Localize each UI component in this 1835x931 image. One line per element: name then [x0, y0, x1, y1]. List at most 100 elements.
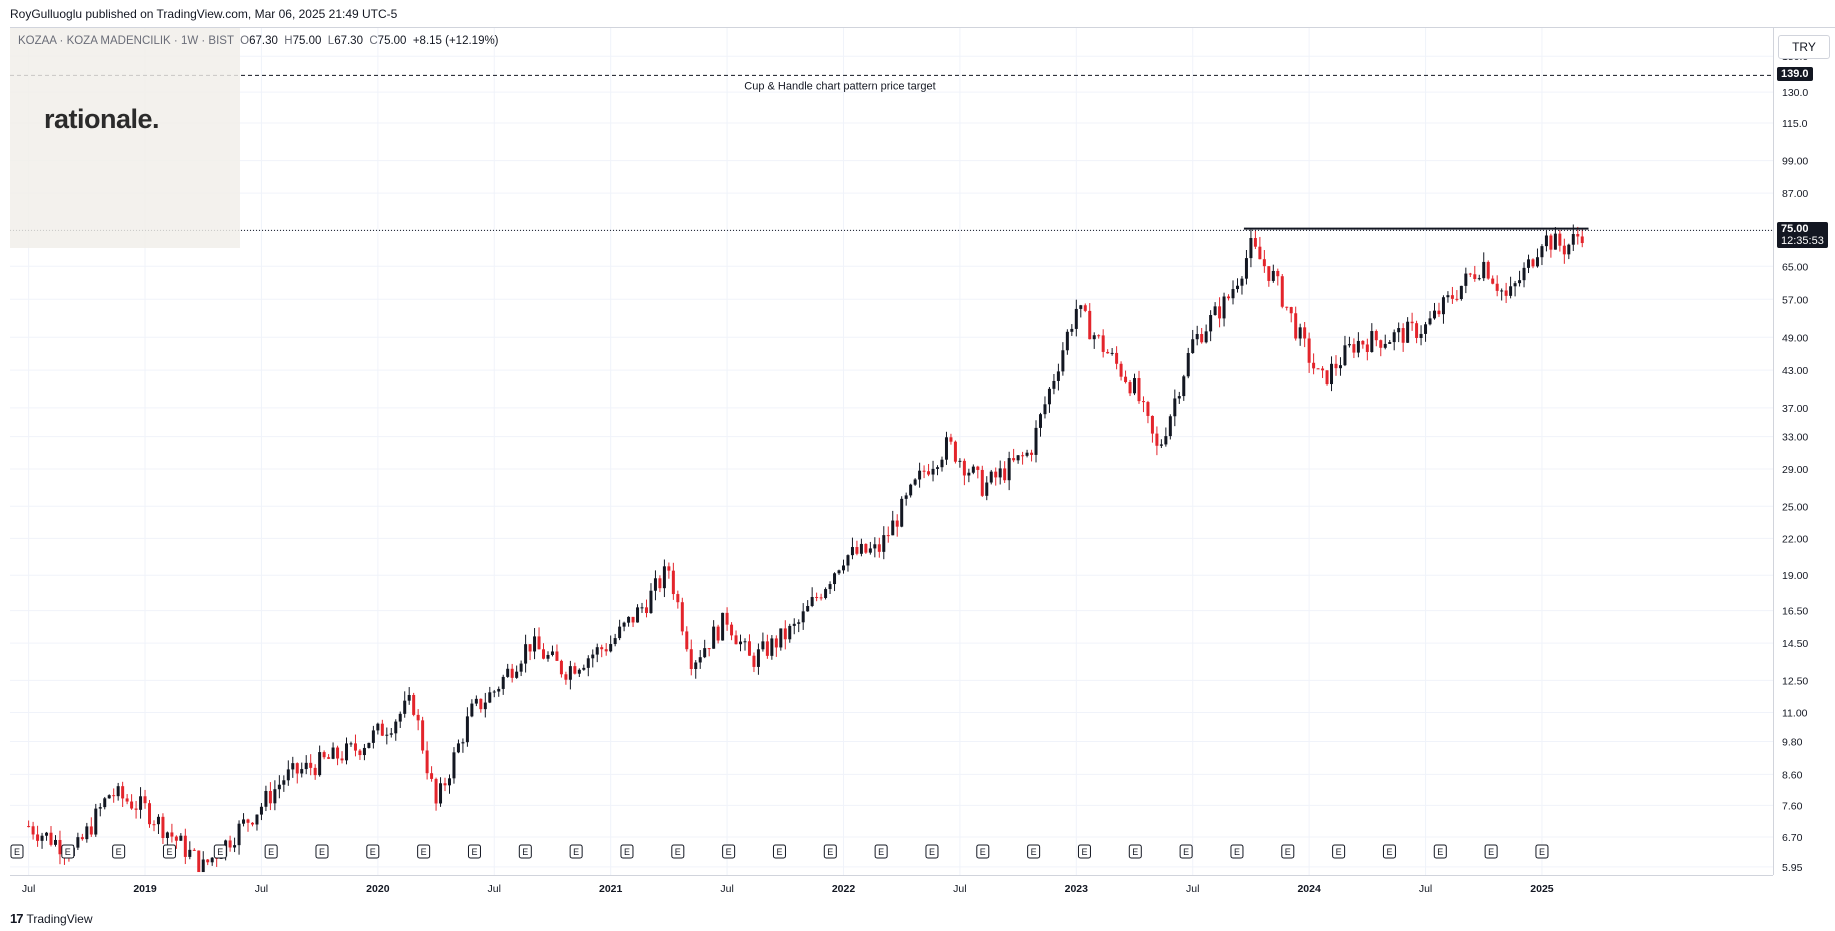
earnings-marker[interactable]: E [315, 844, 329, 859]
earnings-marker[interactable]: E [772, 844, 786, 859]
earnings-marker[interactable]: E [874, 844, 888, 859]
candle-body [1392, 332, 1396, 343]
earnings-marker[interactable]: E [1535, 844, 1549, 859]
candle-body [1012, 458, 1016, 461]
candle-body [1383, 343, 1387, 348]
earnings-marker[interactable]: E [925, 844, 939, 859]
candle-body [1240, 278, 1244, 286]
candle-body [49, 832, 53, 845]
candle-body [98, 807, 102, 809]
candle-body [949, 437, 953, 442]
candle-body [376, 723, 380, 731]
publisher-line: RoyGulluoglu published on TradingView.co… [10, 7, 398, 21]
earnings-marker[interactable]: E [518, 844, 532, 859]
candle-body [286, 769, 290, 781]
earnings-marker[interactable]: E [569, 844, 583, 859]
candle-body [1576, 234, 1580, 237]
currency-selector[interactable]: TRY [1778, 35, 1830, 59]
earnings-marker[interactable]: E [112, 844, 126, 859]
earnings-marker[interactable]: E [1077, 844, 1091, 859]
earnings-marker[interactable]: E [467, 844, 481, 859]
candle-body [80, 837, 84, 840]
price-axis[interactable]: 5.95 6.70 7.60 8.60 9.80 11.00 12.50 14.50 16.50… [1773, 28, 1835, 875]
candle-body [546, 654, 550, 659]
earnings-marker[interactable]: E [1281, 844, 1295, 859]
symbol-legend[interactable]: KOZAA · KOZA MADENCILIK · 1W · BIST O67.… [18, 35, 499, 47]
candle-body [27, 826, 31, 828]
earnings-marker[interactable]: E [976, 844, 990, 859]
candle-body [559, 660, 563, 675]
x-tick-label: 2021 [599, 883, 623, 895]
earnings-marker[interactable]: E [366, 844, 380, 859]
earnings-marker[interactable]: E [1128, 844, 1142, 859]
svg-text:E: E [1336, 847, 1342, 857]
candle-body [1209, 315, 1213, 332]
candle-body [1477, 278, 1481, 280]
earnings-marker[interactable]: E [264, 844, 278, 859]
candle-body [1276, 270, 1280, 277]
earnings-marker[interactable]: E [1332, 844, 1346, 859]
candle-body [1495, 283, 1499, 291]
low-value: 67.30 [334, 35, 363, 47]
earnings-marker[interactable]: E [722, 844, 736, 859]
candle-body [931, 468, 935, 475]
earnings-marker[interactable]: E [162, 844, 176, 859]
tradingview-wordmark: TradingView [26, 911, 93, 926]
candle-body [1562, 245, 1566, 255]
candle-body [1177, 396, 1181, 399]
candle-body [434, 778, 438, 804]
price-chart[interactable]: E E E E E E E E E E E E E E E E E E E E E E E E E E E E E E E Cup & Han… [10, 28, 1773, 875]
candle-body [228, 840, 232, 848]
earnings-marker[interactable]: E [61, 844, 75, 859]
y-tick-label: 65.00 [1782, 261, 1808, 273]
y-tick-label: 5.95 [1782, 862, 1803, 874]
tradingview-footer[interactable]: 17 TradingView [10, 911, 93, 926]
candle-body [273, 789, 277, 804]
symbol-name[interactable]: KOZAA · KOZA MADENCILIK · 1W · BIST [18, 35, 234, 47]
candle-body [631, 616, 635, 623]
watermark-panel [10, 28, 240, 248]
candle-body [604, 649, 608, 652]
earnings-marker[interactable]: E [10, 844, 24, 859]
earnings-marker[interactable]: E [620, 844, 634, 859]
candle-body [1285, 306, 1289, 308]
candle-body [721, 612, 725, 641]
candle-body [627, 616, 631, 623]
candle-body [1056, 371, 1060, 381]
svg-text:E: E [522, 847, 528, 857]
svg-text:E: E [1234, 847, 1240, 857]
earnings-marker[interactable]: E [823, 844, 837, 859]
time-axis[interactable]: Jul 2019 Jul 2020 Jul 2021 Jul 2022 Jul 2023 Jul 20… [10, 875, 1773, 903]
candle-body [689, 649, 693, 670]
earnings-marker[interactable]: E [1230, 844, 1244, 859]
candle-body [944, 437, 948, 460]
candle-body [1262, 259, 1266, 267]
earnings-marker[interactable]: E [671, 844, 685, 859]
candle-body [1513, 283, 1517, 287]
candle-body [488, 692, 492, 703]
earnings-marker[interactable]: E [1484, 844, 1498, 859]
candle-body [595, 647, 599, 655]
svg-text:E: E [1539, 847, 1545, 857]
candle-body [1509, 286, 1513, 296]
earnings-marker[interactable]: E [1382, 844, 1396, 859]
earnings-marker[interactable]: E [1433, 844, 1447, 859]
earnings-marker[interactable]: E [417, 844, 431, 859]
candle-body [85, 826, 89, 840]
y-tick-label: 57.00 [1782, 294, 1808, 306]
candle-body [1235, 285, 1239, 290]
earnings-marker[interactable]: E [213, 844, 227, 859]
candle-body [1401, 328, 1405, 343]
svg-text:E: E [1132, 847, 1138, 857]
candle-body [474, 698, 478, 704]
earnings-marker[interactable]: E [1027, 844, 1041, 859]
x-tick-label: 2023 [1065, 883, 1089, 895]
earnings-marker[interactable]: E [1179, 844, 1193, 859]
x-tick-label: 2019 [133, 883, 157, 895]
candle-body [1164, 436, 1168, 445]
candle-body [1101, 335, 1105, 352]
svg-text:E: E [1183, 847, 1189, 857]
candle-body [653, 578, 657, 591]
candle-body [1222, 296, 1226, 319]
candle-body [36, 834, 40, 841]
